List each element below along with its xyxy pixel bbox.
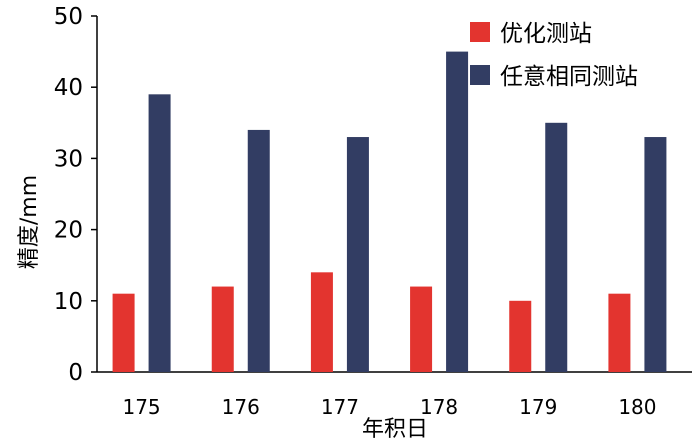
bar-optimized <box>410 286 433 372</box>
y-tick-label: 40 <box>54 75 83 101</box>
bar-same-station <box>545 122 568 372</box>
x-tick-label: 176 <box>222 395 260 419</box>
bar-optimized <box>112 293 135 372</box>
x-tick-label: 178 <box>420 395 458 419</box>
x-axis-label: 年积日 <box>362 417 428 442</box>
legend-swatch <box>470 65 490 85</box>
bar-optimized <box>211 286 234 372</box>
y-axis <box>91 15 98 373</box>
legend-label: 优化测站 <box>500 21 592 47</box>
x-tick-labels: 175 176 177 178 179 180 <box>122 395 656 419</box>
bars <box>112 51 667 372</box>
y-tick-label: 30 <box>54 146 83 172</box>
y-tick-label: 10 <box>54 289 83 315</box>
x-tick-label: 177 <box>321 395 359 419</box>
bar-same-station <box>346 137 369 372</box>
y-tick-label: 20 <box>54 218 83 244</box>
bar-same-station <box>247 129 270 372</box>
y-axis-label: 精度/mm <box>17 175 42 269</box>
y-tick-labels: 0 10 20 30 40 50 <box>54 4 83 386</box>
y-tick-label: 0 <box>68 360 83 386</box>
legend-label: 任意相同测站 <box>500 64 638 90</box>
x-tick-label: 175 <box>122 395 160 419</box>
bar-same-station <box>446 51 469 372</box>
bar-optimized <box>310 272 333 372</box>
y-tick-label: 50 <box>54 4 83 30</box>
bar-optimized <box>509 300 532 372</box>
x-tick-label: 180 <box>618 395 656 419</box>
bar-optimized <box>608 293 631 372</box>
bar-same-station <box>148 94 171 372</box>
legend-swatch <box>470 22 490 42</box>
bar-same-station <box>644 137 667 372</box>
x-tick-label: 179 <box>519 395 557 419</box>
